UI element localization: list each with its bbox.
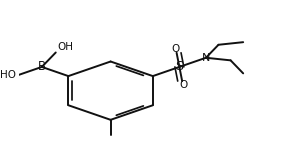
Text: N: N [202, 53, 210, 63]
Text: B: B [38, 60, 46, 73]
Text: OH: OH [57, 42, 73, 52]
Text: S: S [176, 60, 183, 73]
Text: HO: HO [0, 70, 16, 80]
Text: O: O [171, 44, 179, 54]
Text: O: O [179, 80, 188, 90]
